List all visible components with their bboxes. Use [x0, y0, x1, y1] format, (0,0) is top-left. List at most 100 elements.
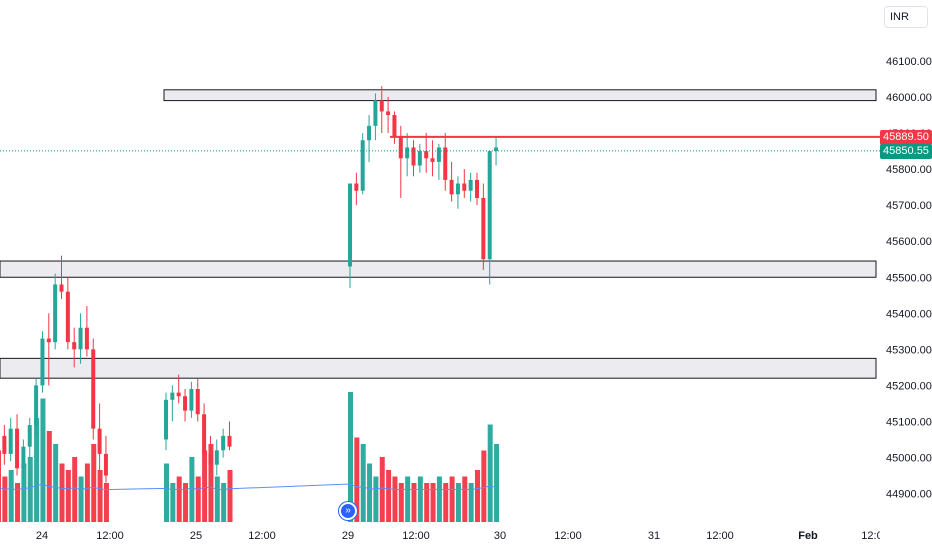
volume-bar — [367, 463, 373, 522]
time-tick-label: 12:00 — [402, 530, 430, 542]
price-axis-svg: 46100.0046000.0045900.0045800.0045700.00… — [886, 56, 932, 501]
candle-body — [405, 147, 410, 159]
volume-bar — [0, 450, 1, 522]
volume-bar — [411, 483, 417, 522]
candle-body — [221, 435, 226, 451]
scroll-to-realtime-icon[interactable]: » — [339, 502, 357, 520]
price-tick-label: 45800.00 — [886, 164, 932, 176]
volume-bar — [208, 444, 214, 522]
volume-bar — [360, 444, 366, 522]
candle-body — [65, 291, 70, 343]
volume-bar — [436, 476, 442, 522]
currency-label[interactable]: INR — [884, 6, 928, 28]
candle-body — [411, 147, 416, 166]
candle-body — [27, 425, 32, 447]
candle-body — [72, 342, 77, 350]
volume-bar — [40, 398, 46, 522]
candle-body — [97, 428, 102, 454]
volume-bar — [97, 470, 103, 522]
candlestick-chart[interactable] — [0, 0, 880, 522]
volume-bar — [46, 431, 52, 522]
volume-bar — [443, 483, 449, 522]
volume-bar — [430, 483, 436, 522]
volume-bar — [475, 470, 480, 522]
time-tick-label: 12:00 — [248, 530, 276, 542]
candle-body — [379, 100, 384, 112]
candle-body — [21, 446, 26, 469]
candle-body — [443, 147, 448, 180]
candle-body — [424, 151, 429, 159]
volume-bar — [72, 457, 78, 522]
volume-bar — [195, 476, 201, 522]
candle-body — [2, 435, 7, 454]
candle-body — [449, 179, 454, 195]
volume-bar — [53, 444, 59, 522]
volume-bar — [103, 483, 109, 522]
volume-bar — [462, 476, 468, 522]
price-tick-label: 45400.00 — [886, 308, 932, 320]
candle-body — [202, 414, 207, 454]
candle-body — [46, 338, 51, 343]
price-tick-label: 46100.00 — [886, 56, 932, 68]
support-resistance-zone — [0, 260, 877, 278]
time-axis[interactable]: 24 12:00 25 12:00 29 12:00 30 12:00 31 12:00 Feb 12… — [0, 522, 883, 550]
time-tick-label: 12:00 — [706, 530, 734, 542]
candle-body — [430, 158, 435, 162]
price-axis[interactable]: 46100.0046000.0045900.0045800.0045700.00… — [880, 0, 932, 522]
time-tick-label: 24 — [36, 530, 48, 542]
volume-bar — [189, 457, 195, 522]
candle-body — [373, 100, 378, 126]
volume-bar — [354, 437, 360, 522]
volume-bar — [481, 450, 487, 522]
price-tick-label: 45200.00 — [886, 380, 932, 392]
volume-bar — [84, 463, 90, 522]
price-tick-label: 46000.00 — [886, 92, 932, 104]
support-resistance-zone — [0, 357, 877, 379]
current-price-label: 45850.55 — [880, 143, 932, 159]
volume-bar — [405, 476, 411, 522]
candle-body — [360, 140, 365, 191]
candle-body — [455, 183, 460, 195]
volume-bar — [202, 450, 208, 522]
time-tick-label: 30 — [494, 530, 506, 542]
volume-bar — [15, 483, 21, 522]
candle-body — [84, 327, 89, 350]
volume-bar — [455, 483, 461, 522]
volume-bar — [21, 463, 27, 522]
volume-bar — [78, 476, 84, 522]
candle-body — [417, 151, 422, 166]
support-resistance-zone — [163, 89, 877, 102]
candle-body — [386, 111, 391, 116]
candle-body — [195, 389, 200, 415]
volume-bar — [392, 476, 398, 522]
candle-body — [170, 392, 175, 400]
price-tick-label: 45700.00 — [886, 200, 932, 212]
time-axis-svg: 24 12:00 25 12:00 29 12:00 30 12:00 31 12:00 Feb 12… — [36, 530, 883, 542]
candle-body — [91, 349, 96, 429]
candle-body — [183, 396, 188, 411]
candle-body — [367, 125, 372, 141]
volume-bar — [398, 483, 404, 522]
time-tick-label: 31 — [648, 530, 660, 542]
volume-bar — [214, 476, 220, 522]
time-tick-label: 12:00 — [554, 530, 582, 542]
volume-bar — [386, 470, 392, 522]
volume-bar — [348, 392, 353, 522]
volume-bar — [468, 483, 474, 522]
candle-body — [8, 428, 13, 454]
chart-area[interactable] — [0, 0, 880, 522]
time-tick-label: 12:0 — [861, 530, 880, 542]
volume-bar — [27, 457, 33, 522]
volume-bar — [221, 483, 227, 522]
volume-bar — [170, 483, 176, 522]
candle-body — [481, 197, 486, 260]
candle-body — [227, 435, 232, 447]
candle-body — [176, 392, 181, 397]
candle-body — [103, 453, 108, 476]
volume-bar — [449, 476, 455, 522]
candle-body — [15, 428, 20, 469]
volume-bar — [183, 483, 189, 522]
time-tick-label: Feb — [798, 530, 818, 542]
price-tick-label: 45100.00 — [886, 416, 932, 428]
volume-bar — [65, 470, 71, 522]
